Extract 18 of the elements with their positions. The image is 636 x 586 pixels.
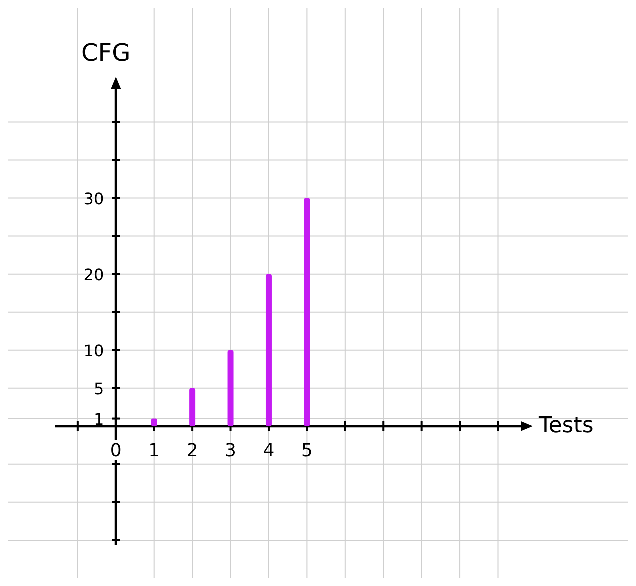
bar xyxy=(228,350,234,426)
bar xyxy=(151,418,158,426)
y-tick-label: 10 xyxy=(84,341,104,360)
x-tick-label: 5 xyxy=(301,440,313,462)
x-axis-title: Tests xyxy=(538,413,594,438)
y-tick-label: 1 xyxy=(94,410,104,429)
bar xyxy=(190,388,196,426)
x-tick-label: 2 xyxy=(186,440,198,462)
y-tick-label: 5 xyxy=(94,379,104,398)
x-tick-label: 4 xyxy=(263,440,275,462)
y-tick-label: 20 xyxy=(84,265,104,284)
y-axis-title: CFG xyxy=(82,39,131,67)
bar xyxy=(266,274,272,426)
x-tick-label: 3 xyxy=(225,440,236,462)
x-tick-label: 0 xyxy=(110,440,122,462)
bar xyxy=(304,198,310,426)
y-tick-label: 30 xyxy=(84,189,104,208)
x-tick-label: 1 xyxy=(148,440,160,462)
